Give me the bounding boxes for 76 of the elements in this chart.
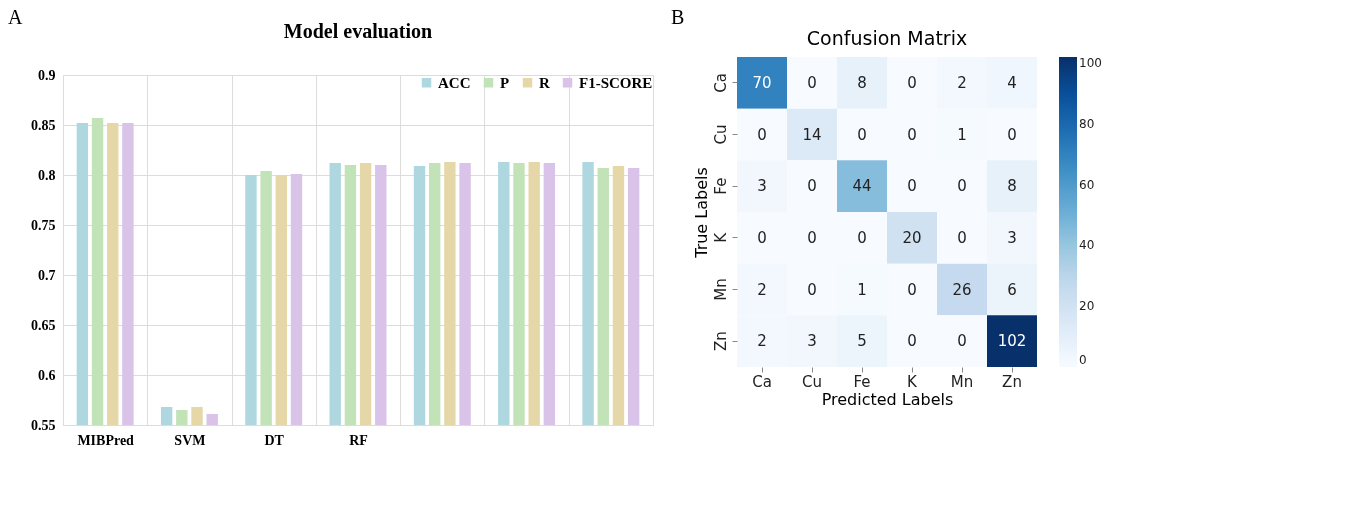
- y-tick-label: Ca: [711, 73, 730, 93]
- color-bar-label: 60: [1079, 177, 1095, 192]
- y-tick-label: 0.9: [38, 67, 56, 83]
- y-tick-label: 0.55: [31, 417, 56, 433]
- data-label: 0: [757, 125, 767, 144]
- data-label: 0: [957, 332, 967, 351]
- x-tick-label: Ca: [752, 372, 772, 391]
- text: A: [8, 6, 23, 29]
- data-label: 2: [957, 73, 967, 92]
- data-label: 0: [907, 332, 917, 351]
- y-tick-label: 0.75: [31, 217, 56, 233]
- y-tick-label: 0.65: [31, 317, 56, 333]
- data-label: 0: [807, 177, 817, 196]
- data-label: 6: [1007, 280, 1017, 299]
- data-label: 5: [857, 332, 867, 351]
- data-label: 1: [957, 125, 967, 144]
- x-tick-label: MIBPred: [77, 432, 135, 448]
- y-tick-label: 0.85: [31, 117, 56, 133]
- data-label: 26: [952, 280, 972, 299]
- x-tick-label: Mn: [950, 372, 974, 391]
- x-tick-label: Fe: [853, 372, 871, 391]
- data-label: 0: [807, 280, 817, 299]
- data-label: 3: [1007, 228, 1017, 247]
- data-label: 4: [1007, 73, 1017, 92]
- data-label: 44: [852, 177, 872, 196]
- data-label: 20: [902, 228, 922, 247]
- y-axis-title: True Labels: [691, 167, 711, 259]
- data-label: 3: [757, 177, 767, 196]
- data-label: 0: [757, 228, 767, 247]
- data-label: 0: [907, 125, 917, 144]
- color-bar-label: 0: [1079, 353, 1087, 367]
- y-tick-label: Fe: [711, 177, 730, 195]
- x-axis-title: Predicted Labels: [821, 389, 954, 409]
- color-bar-label: 100: [1079, 56, 1102, 71]
- data-label: 0: [907, 73, 917, 92]
- data-label: 0: [857, 228, 867, 247]
- x-tick-label: SVM: [174, 432, 206, 448]
- x-tick-label: Cu: [802, 372, 822, 391]
- text: B: [671, 6, 685, 29]
- data-label: 0: [857, 125, 867, 144]
- y-tick-label: Zn: [711, 331, 730, 352]
- chart-title: Model evaluation: [283, 20, 433, 42]
- data-label: 0: [907, 177, 917, 196]
- data-label: 8: [857, 73, 867, 92]
- color-bar-label: 80: [1079, 116, 1095, 131]
- data-label: 0: [807, 73, 817, 92]
- data-label: 8: [1007, 177, 1017, 196]
- data-label: 0: [807, 228, 817, 247]
- legend-label: R: [539, 74, 550, 91]
- y-tick-label: 0.8: [38, 167, 56, 183]
- y-tick-label: 0.7: [38, 267, 56, 283]
- legend-label: ACC: [438, 74, 471, 91]
- x-tick-label: RF: [349, 432, 368, 448]
- x-tick-label: DT: [264, 432, 285, 448]
- data-label: 2: [757, 332, 767, 351]
- y-tick-label: Cu: [711, 124, 730, 145]
- y-tick-label: K: [711, 231, 730, 243]
- data-label: 14: [802, 125, 822, 144]
- chart-title: Confusion Matrix: [806, 27, 968, 49]
- y-tick-label: 0.6: [38, 367, 56, 383]
- data-label: 3: [807, 332, 817, 351]
- data-label: 2: [757, 280, 767, 299]
- data-label: 0: [957, 228, 967, 247]
- color-bar-label: 40: [1079, 238, 1095, 253]
- color-bar-label: 20: [1079, 299, 1095, 314]
- data-label: 70: [752, 73, 772, 92]
- y-tick-label: Mn: [711, 278, 730, 301]
- data-label: 0: [1007, 125, 1017, 144]
- data-label: 0: [907, 280, 917, 299]
- legend-label: F1-SCORE: [579, 74, 653, 91]
- data-label: 1: [857, 280, 867, 299]
- data-label: 102: [997, 332, 1027, 351]
- x-tick-label: Zn: [1002, 372, 1022, 391]
- x-tick-label: K: [907, 372, 919, 391]
- data-label: 0: [957, 177, 967, 196]
- legend-label: P: [500, 74, 510, 91]
